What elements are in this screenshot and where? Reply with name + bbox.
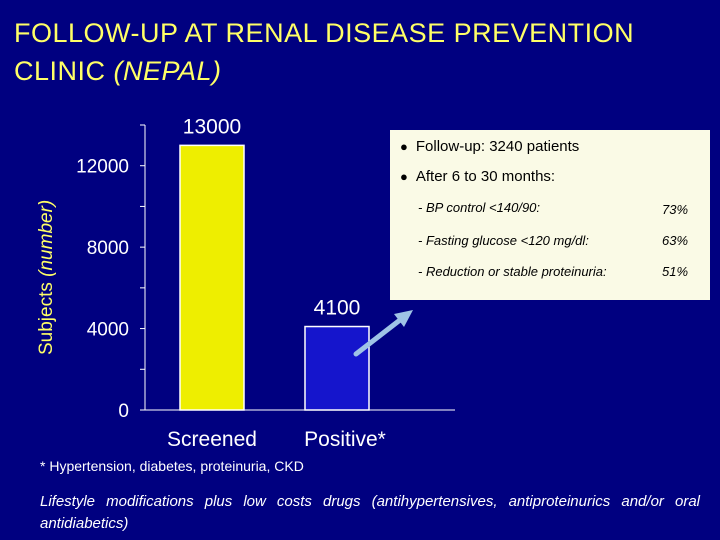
outcome-label-proteinuria: - Reduction or stable proteinuria:	[418, 264, 607, 279]
bar-positive	[304, 325, 370, 411]
bullet-follow-up-text: Follow-up: 3240 patients	[415, 138, 580, 155]
outcome-value-bp: 73%	[662, 202, 689, 217]
category-label: Positive*	[304, 428, 386, 451]
bullet-dot-icon: ●	[400, 169, 408, 184]
follow-up-info-box: ● Follow-up: 3240 patients ● After 6 to 30…	[390, 130, 710, 300]
slide-title: FOLLOW-UP AT RENAL DISEASE PREVENTION CL…	[14, 14, 714, 90]
y-tick-label: 0	[118, 401, 129, 422]
title-line-2-emphasis: (NEPAL)	[113, 56, 222, 86]
bottom-note: Lifestyle modifications plus low costs d…	[40, 493, 700, 532]
data-label: 4100	[314, 297, 361, 320]
title-line-2: CLINIC (NEPAL)	[14, 52, 714, 90]
category-label: Screened	[167, 428, 257, 451]
title-line-1: FOLLOW-UP AT RENAL DISEASE PREVENTION	[14, 18, 635, 48]
bullet-dot-icon: ●	[400, 139, 408, 154]
arrow-shaft-icon	[353, 317, 403, 357]
outcome-value-proteinuria: 51%	[662, 264, 689, 279]
outcome-label-glucose-text: Fasting glucose <120 mg/dl:	[425, 233, 589, 248]
title-line-2-main: CLINIC	[14, 56, 114, 86]
arrow-head-icon	[394, 310, 413, 327]
bullet-after-text: After 6 to 30 months:	[415, 168, 556, 185]
y-tick-label: 12000	[76, 157, 129, 178]
bullet-follow-up: ● Follow-up: 3240 patients	[400, 138, 579, 155]
data-label: 13000	[183, 115, 241, 138]
outcome-label-bp-text: BP control <140/90:	[425, 200, 541, 215]
bar-screened	[179, 144, 245, 411]
y-tick-label: 8000	[87, 238, 129, 259]
y-tick-label: 4000	[87, 320, 129, 341]
outcome-label-bp: - BP control <140/90:	[418, 200, 541, 215]
outcome-value-glucose: 63%	[662, 233, 689, 248]
bullet-after: ● After 6 to 30 months:	[400, 168, 555, 185]
outcome-label-proteinuria-text: Reduction or stable proteinuria:	[425, 264, 607, 279]
footnote: * Hypertension, diabetes, proteinuria, C…	[40, 458, 304, 474]
outcome-label-glucose: - Fasting glucose <120 mg/dl:	[418, 233, 589, 248]
